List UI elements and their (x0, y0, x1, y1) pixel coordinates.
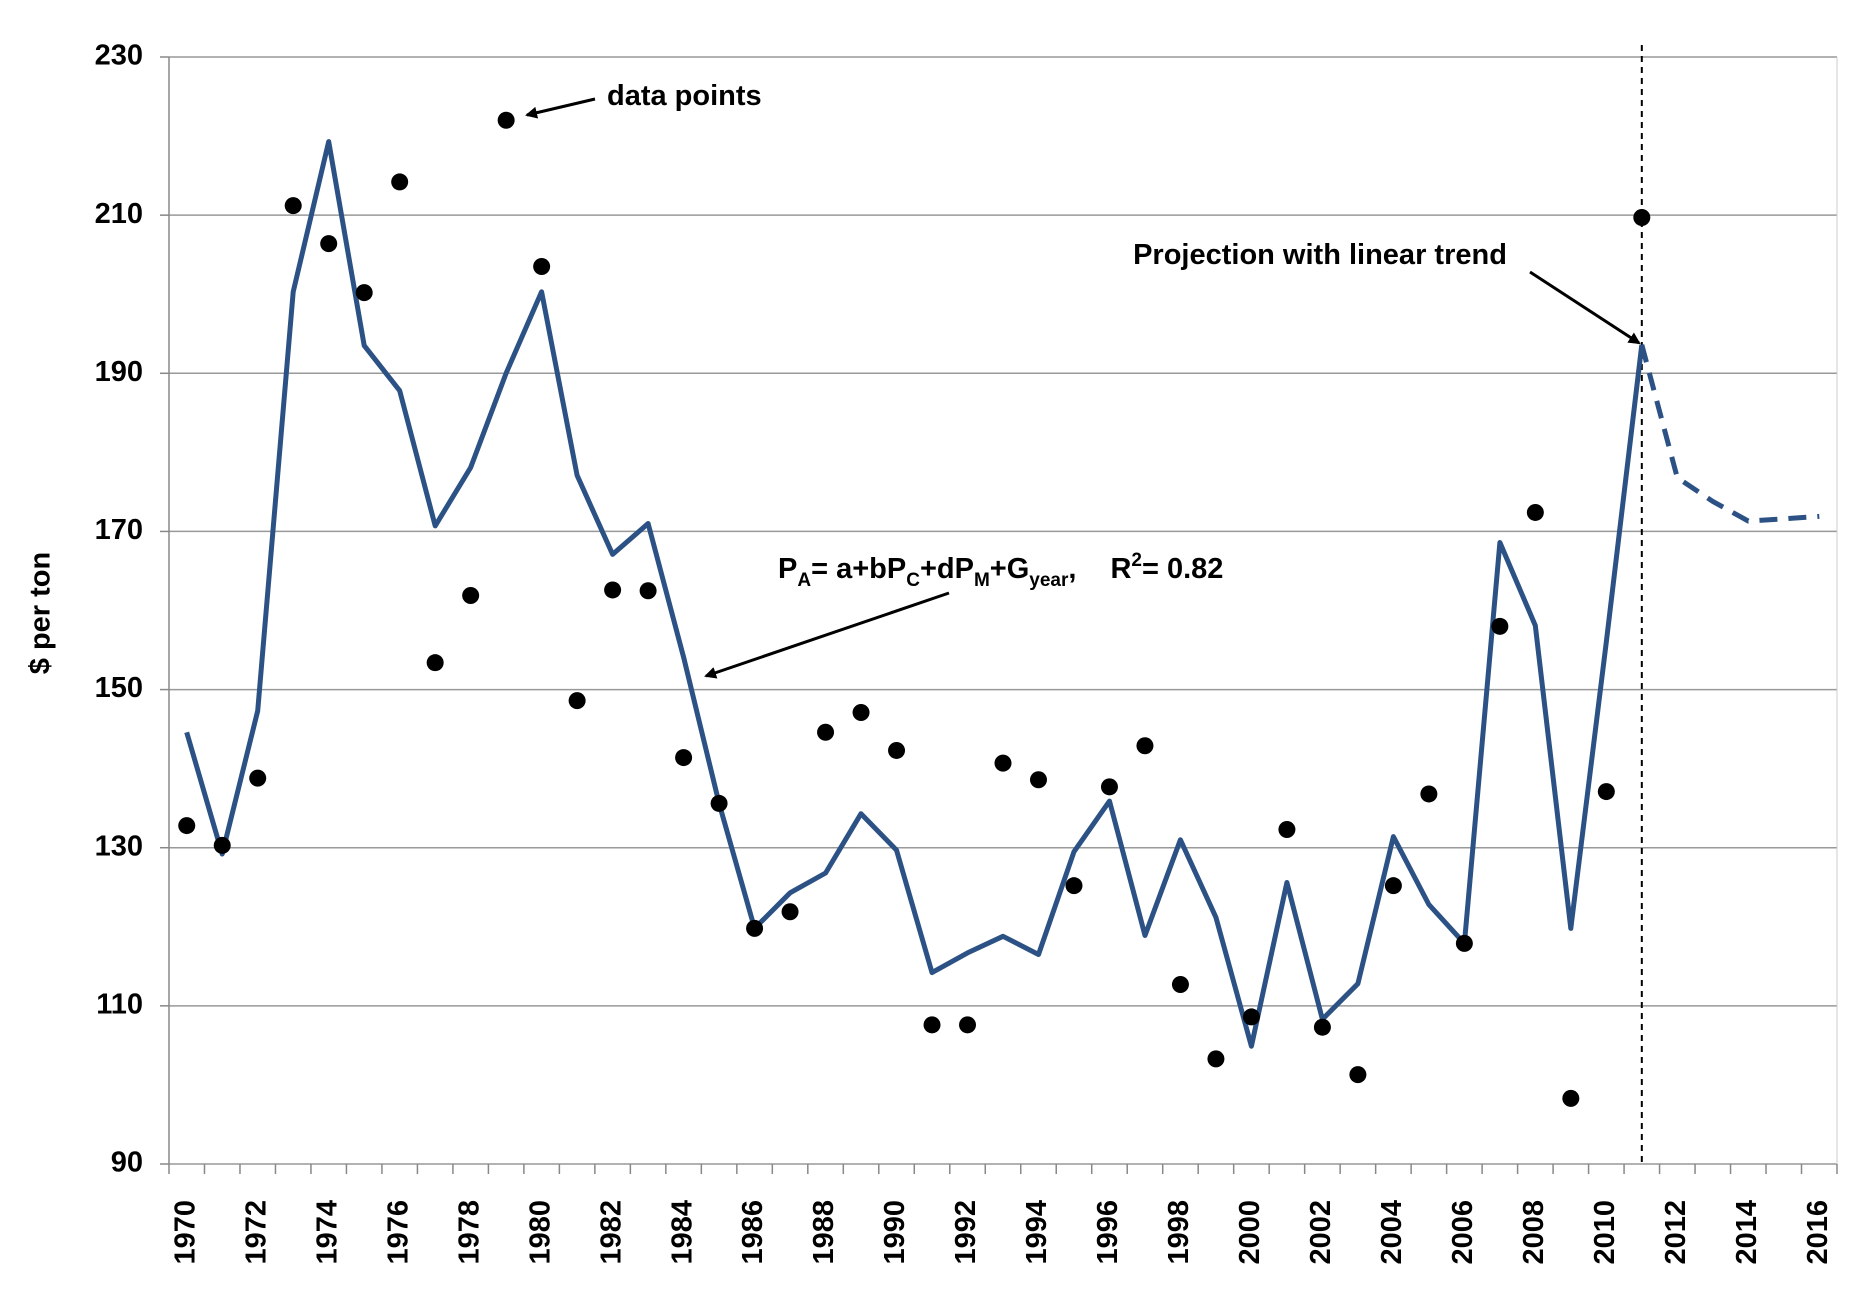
x-tick-label: 1978 (453, 1200, 485, 1265)
data-point (604, 581, 622, 599)
x-tick-label: 2008 (1518, 1200, 1550, 1265)
formula-part: , (1068, 553, 1076, 585)
data-point (1526, 503, 1544, 521)
formula-part: = a+bP (811, 553, 906, 585)
series-line (1639, 344, 1820, 524)
data-point (1242, 1008, 1260, 1026)
data-point (533, 258, 551, 276)
x-tick-label: 1996 (1092, 1200, 1124, 1265)
x-tick-label: 1988 (808, 1200, 840, 1265)
x-tick-label: 1972 (240, 1200, 272, 1265)
formula-part: R (1110, 553, 1131, 585)
y-tick-label: 190 (95, 356, 143, 388)
y-tick-label: 130 (95, 830, 143, 862)
data-point (1384, 877, 1402, 895)
data-point (923, 1016, 941, 1034)
data-point (710, 794, 728, 812)
data-point (1171, 976, 1189, 994)
x-tick-label: 1982 (595, 1200, 627, 1265)
data-point (852, 704, 870, 722)
x-tick-label: 2006 (1447, 1200, 1479, 1265)
data-point (1349, 1066, 1367, 1084)
formula-part: M (974, 570, 990, 591)
series-line (184, 139, 1645, 1049)
data-point (888, 741, 906, 759)
data-point (568, 692, 586, 710)
data-point (1455, 934, 1473, 952)
y-tick-label: 150 (95, 672, 143, 704)
data-point (462, 586, 480, 604)
x-tick-label: 2010 (1589, 1200, 1621, 1265)
data-point (178, 817, 196, 835)
x-tick-label: 1974 (311, 1200, 343, 1265)
data-point (1633, 209, 1651, 227)
data-point (1278, 821, 1296, 839)
y-tick-label: 230 (95, 40, 143, 72)
x-tick-label: 2004 (1376, 1200, 1408, 1265)
annotation-arrow (1529, 270, 1641, 345)
data-point (781, 903, 799, 921)
formula-part: 2 (1131, 550, 1142, 571)
data-point (1597, 783, 1615, 801)
data-point (1100, 778, 1118, 796)
data-point (284, 197, 302, 215)
x-tick-label: 1984 (666, 1200, 698, 1265)
annotation-arrow (704, 591, 950, 679)
formula: PA= a+bPC+dPM+Gyear, R2= 0.82 (778, 550, 1223, 591)
data-point (1491, 617, 1509, 635)
formula-part: P (778, 553, 797, 585)
x-tick-label: 2002 (1305, 1200, 1337, 1265)
data-point (213, 836, 231, 854)
data-point (1065, 877, 1083, 895)
data-point (391, 173, 409, 191)
y-tick-label: 170 (95, 514, 143, 546)
x-tick-label: 1992 (950, 1200, 982, 1265)
data-point (1420, 785, 1438, 803)
annotation: data points (607, 80, 762, 112)
formula-part: +G (990, 553, 1030, 585)
formula-part: C (906, 570, 920, 591)
labels: 90 110 130 150 170 190 210 230 1970 1972 1974 1976 1… (95, 40, 1834, 1265)
data-point (817, 723, 835, 741)
x-tick-label: 1986 (737, 1200, 769, 1265)
data-point (746, 919, 764, 937)
x-tick-label: 1970 (169, 1200, 201, 1265)
x-tick-label: 1998 (1163, 1200, 1195, 1265)
data-point (1207, 1050, 1225, 1068)
x-tick-label: 2014 (1731, 1200, 1763, 1265)
x-tick-label: 2000 (1234, 1200, 1266, 1265)
data-point (639, 582, 657, 600)
data-point (1562, 1089, 1580, 1107)
annotation: Projection with linear trend (1133, 239, 1507, 271)
data-point (426, 654, 444, 672)
data-point (1136, 737, 1154, 755)
data-point (249, 769, 267, 787)
y-tick-label: 90 (111, 1147, 143, 1179)
data-point (675, 749, 693, 767)
y-tick-label: 210 (95, 198, 143, 230)
x-tick-label: 2012 (1660, 1200, 1692, 1265)
formula-part: = 0.82 (1142, 553, 1223, 585)
formula-part: A (797, 570, 811, 591)
x-tick-label: 1976 (382, 1200, 414, 1265)
x-tick-label: 1980 (524, 1200, 556, 1265)
x-tick-label: 2016 (1802, 1200, 1834, 1265)
formula-part: year (1029, 570, 1069, 591)
data-point (994, 754, 1012, 772)
formula-part: +dP (920, 553, 974, 585)
x-tick-label: 1990 (879, 1200, 911, 1265)
x-tick-label: 1994 (1021, 1200, 1053, 1265)
marks (178, 111, 1820, 1107)
y-axis-label: $ per ton (25, 552, 57, 674)
data-point (1313, 1018, 1331, 1036)
data-point (497, 111, 515, 129)
data-point (959, 1016, 977, 1034)
annotation-arrow (525, 97, 596, 119)
y-tick-label: 110 (96, 989, 143, 1021)
data-point (1029, 771, 1047, 789)
data-point (320, 235, 338, 253)
grid (160, 45, 1838, 1174)
data-point (355, 284, 373, 302)
